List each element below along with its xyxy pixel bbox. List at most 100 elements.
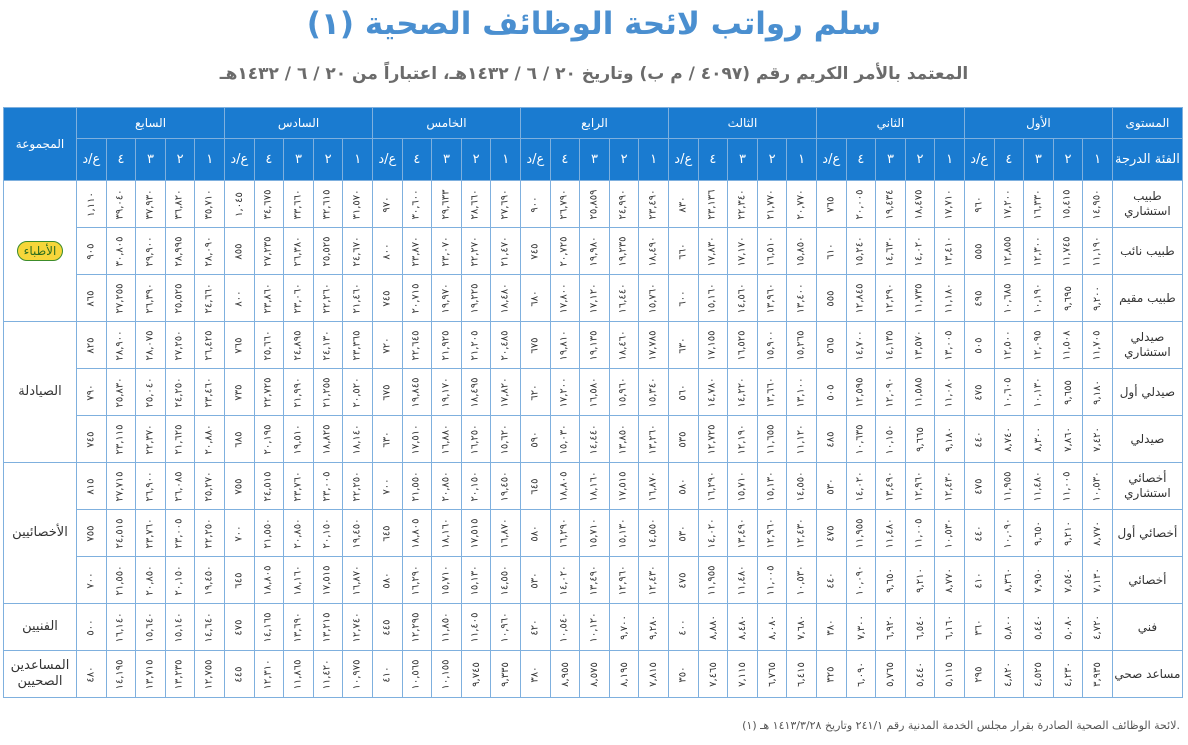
salary-cell: ٨,٥٧٥ xyxy=(579,650,610,698)
table-row: صيدلي استشاري ١١,٧٠٥ ١١,٥٠٨ ١٢,٠٩٥ ١٢,٥٠٠ ٥٠٥… xyxy=(3,321,1183,463)
salary-cell: ١٢,٠٩٥ xyxy=(1023,321,1054,369)
salary-cell: ١٨,٨٠٥ xyxy=(549,462,581,510)
salary-value: ١٨,١٦٠ xyxy=(588,470,600,502)
salary-table-wrapper: المستوى الأول الثاني الثالث الرابع الخامس السا… xyxy=(3,107,1183,698)
salary-value: ٥٩٠ xyxy=(529,430,541,448)
salary-value: ٩٦٠ xyxy=(973,195,985,213)
salary-cell: ٩٧٠ xyxy=(371,180,403,228)
grade-header: ٣ xyxy=(1023,138,1054,181)
salary-value: ٩,٢١٠ xyxy=(914,567,926,593)
salary-cell: ٤١٠ xyxy=(963,556,995,604)
salary-value: ٦٣٠ xyxy=(381,430,393,448)
salary-cell: ٢٢,٣٧٠ xyxy=(135,415,166,463)
salary-cell: ٢١,٥٥٠ xyxy=(253,509,285,557)
salary-cell: ١٥,٧١٠ xyxy=(727,462,758,510)
salary-value: ٤,٥٢٥ xyxy=(1032,661,1044,687)
salary-value: ١٥,٧٦٠ xyxy=(647,282,659,314)
salary-value: ١٣,٢٣٥ xyxy=(173,658,185,690)
salary-value: ٢٨,٩٩٥ xyxy=(173,235,185,267)
salary-value: ١٨,٨٢٥ xyxy=(321,423,333,455)
table-row: فني ٤,٧٢٠ ٥,٠٨٠ ٥,٤٤٠ ٥,٨٠٠ ٣٦٠ ٦,١٦٠ ٦,٥٤٠ ٦,٩٢… xyxy=(3,603,1183,651)
salary-cell: ٤٧٥ xyxy=(963,462,995,510)
grade-header: ٤ xyxy=(845,138,877,181)
salary-value: ١٤,١٩٥ xyxy=(114,658,126,690)
salary-cell: ١٣,٢١٥ xyxy=(312,603,344,651)
salary-cell: ٨,٣٦٠ xyxy=(993,556,1025,604)
salary-value: ٢٣,٠٠٥ xyxy=(321,470,333,502)
salary-value: ٢٤,٦٦٠ xyxy=(203,282,215,314)
salary-value: ١٨,٤٦٠ xyxy=(617,329,629,361)
salary-cell: ١٠,٦٣٥ xyxy=(845,415,877,463)
salary-value: ١٠,١٣٠ xyxy=(1032,376,1044,408)
salary-cell: ١٩,١٧٠ xyxy=(431,368,462,416)
salary-value: ٥٣٠ xyxy=(825,477,837,495)
table-row: صيدلي أول ٩,١٨٠ ٩,٦٥٥ ١٠,١٣٠ ١٠,٦٠٥ ٤٧٥ ١١,٠٨٠… xyxy=(4,368,1183,416)
salary-cell: ٢٣,١٣٦ xyxy=(697,180,729,228)
salary-value: ١٦,٢٥٠ xyxy=(469,423,481,455)
page-subtitle: المعتمد بالأمر الكريم رقم (٤٠٩٧ / م ب) و… xyxy=(219,64,969,84)
salary-cell: ٦,٩٢٠ xyxy=(875,603,906,651)
salary-cell: ١٣,٤٩٠ xyxy=(579,556,610,604)
salary-cell: ١١,١٩٠ xyxy=(1082,227,1113,275)
salary-value: ٢٣,١٣٦ xyxy=(706,188,718,220)
salary-cell: ٦٨٠ xyxy=(519,274,551,322)
salary-value: ١٢,٣٠٠ xyxy=(1032,235,1044,267)
salary-cell: ٦٢٠ xyxy=(519,368,551,416)
salary-value: ٦٦٠ xyxy=(677,242,689,260)
salary-cell: ١٥,١٣٠ xyxy=(460,556,492,604)
salary-value: ٢٥,٨٥٩ xyxy=(588,188,600,220)
salary-cell: ٢٠,٨٨٠ xyxy=(194,415,226,463)
salary-value: ٢٣,٨٦٠ xyxy=(262,282,274,314)
salary-value: ٢٠,٨٥٠ xyxy=(144,564,156,596)
salary-value: ٢٢,٣٤٠ xyxy=(736,188,748,220)
salary-cell: ١٣,١٠٠ xyxy=(786,368,817,416)
salary-cell: ١١,٦٥٥ xyxy=(756,415,788,463)
salary-value: ١٩,٥١٠ xyxy=(292,423,304,455)
salary-value: ٢٠,٨٥٠ xyxy=(292,517,304,549)
salary-cell: ١٧,٨٠٠ xyxy=(549,274,581,322)
salary-value: ٦٨٥ xyxy=(233,430,245,448)
salary-cell: ١١,٥٠٨ xyxy=(1052,321,1084,369)
salary-value: ٢٧,٢٥٠ xyxy=(173,329,185,361)
salary-cell: ٢٠,٥٢٠ xyxy=(342,368,373,416)
salary-cell: ٢٥,٦٦٠ xyxy=(253,321,285,369)
salary-value: ١١,٨٦٥ xyxy=(292,658,304,690)
salary-cell: ١٩,١٣٥ xyxy=(579,321,610,369)
salary-cell: ٤,٢٣٠ xyxy=(1052,650,1084,698)
salary-value: ٥٠٥ xyxy=(973,336,985,354)
salary-value: ٤٧٥ xyxy=(677,571,689,589)
salary-cell: ٤٨٥ xyxy=(815,415,847,463)
salary-cell: ١٣,٤٠٠ xyxy=(786,274,817,322)
salary-value: ٩٧٠ xyxy=(381,195,393,213)
salary-cell: ١٣,٢٦٠ xyxy=(638,415,669,463)
salary-value: ١٥,٦٤٠ xyxy=(144,611,156,643)
table-row: أخصائي ٧,١٣٠ ٧,٥٤٠ ٧,٩٥٠ ٨,٣٦٠ ٤١٠ ٨,٧٧٠ ٩,٢١٠ ٩… xyxy=(4,556,1183,604)
salary-cell: ٤,٧٢٠ xyxy=(1082,603,1113,651)
salary-value: ٢١,٥٥٠ xyxy=(410,470,422,502)
salary-cell: ١١,٠٨٠ xyxy=(934,368,965,416)
salary-value: ٢١,٢٥٥ xyxy=(321,376,333,408)
salary-cell: ٧,٤٦٥ xyxy=(697,650,729,698)
salary-cell: ١٧,٧٨٥ xyxy=(638,321,669,369)
salary-cell: ٩,٧٠٠ xyxy=(608,603,640,651)
salary-cell: ١٧,١٢٠ xyxy=(579,274,610,322)
category-cell: صيدلي أول xyxy=(1111,368,1183,416)
salary-value: ١١,٤٢٠ xyxy=(321,658,333,690)
salary-cell: ٧,٥٤٠ xyxy=(1052,556,1084,604)
salary-value: ١٢,٢٩٥ xyxy=(410,611,422,643)
salary-cell: ٦٤٥ xyxy=(224,556,255,604)
salary-value: ٤١٠ xyxy=(381,665,393,683)
salary-cell: ١٤,١٩٥ xyxy=(105,650,137,698)
salary-cell: ٦٣٠ xyxy=(667,321,699,369)
salary-value: ٢٠,١٥٠ xyxy=(469,470,481,502)
salary-cell: ٥٠٥ xyxy=(963,321,995,369)
salary-cell: ٢٤,٩٩٠ xyxy=(608,180,640,228)
salary-value: ١٢,٠٩٥ xyxy=(1032,329,1044,361)
grade-header: ٣ xyxy=(579,138,610,181)
salary-value: ١٨,٨٠٥ xyxy=(410,517,422,549)
salary-cell: ١٩,٤٥٠ xyxy=(342,509,373,557)
group-cell: الأطباء xyxy=(3,180,77,322)
salary-cell: ٦,٤١٥ xyxy=(786,650,817,698)
salary-cell: ٨٦٥ xyxy=(76,274,107,322)
salary-value: ٨,٧٧٠ xyxy=(1092,520,1104,546)
